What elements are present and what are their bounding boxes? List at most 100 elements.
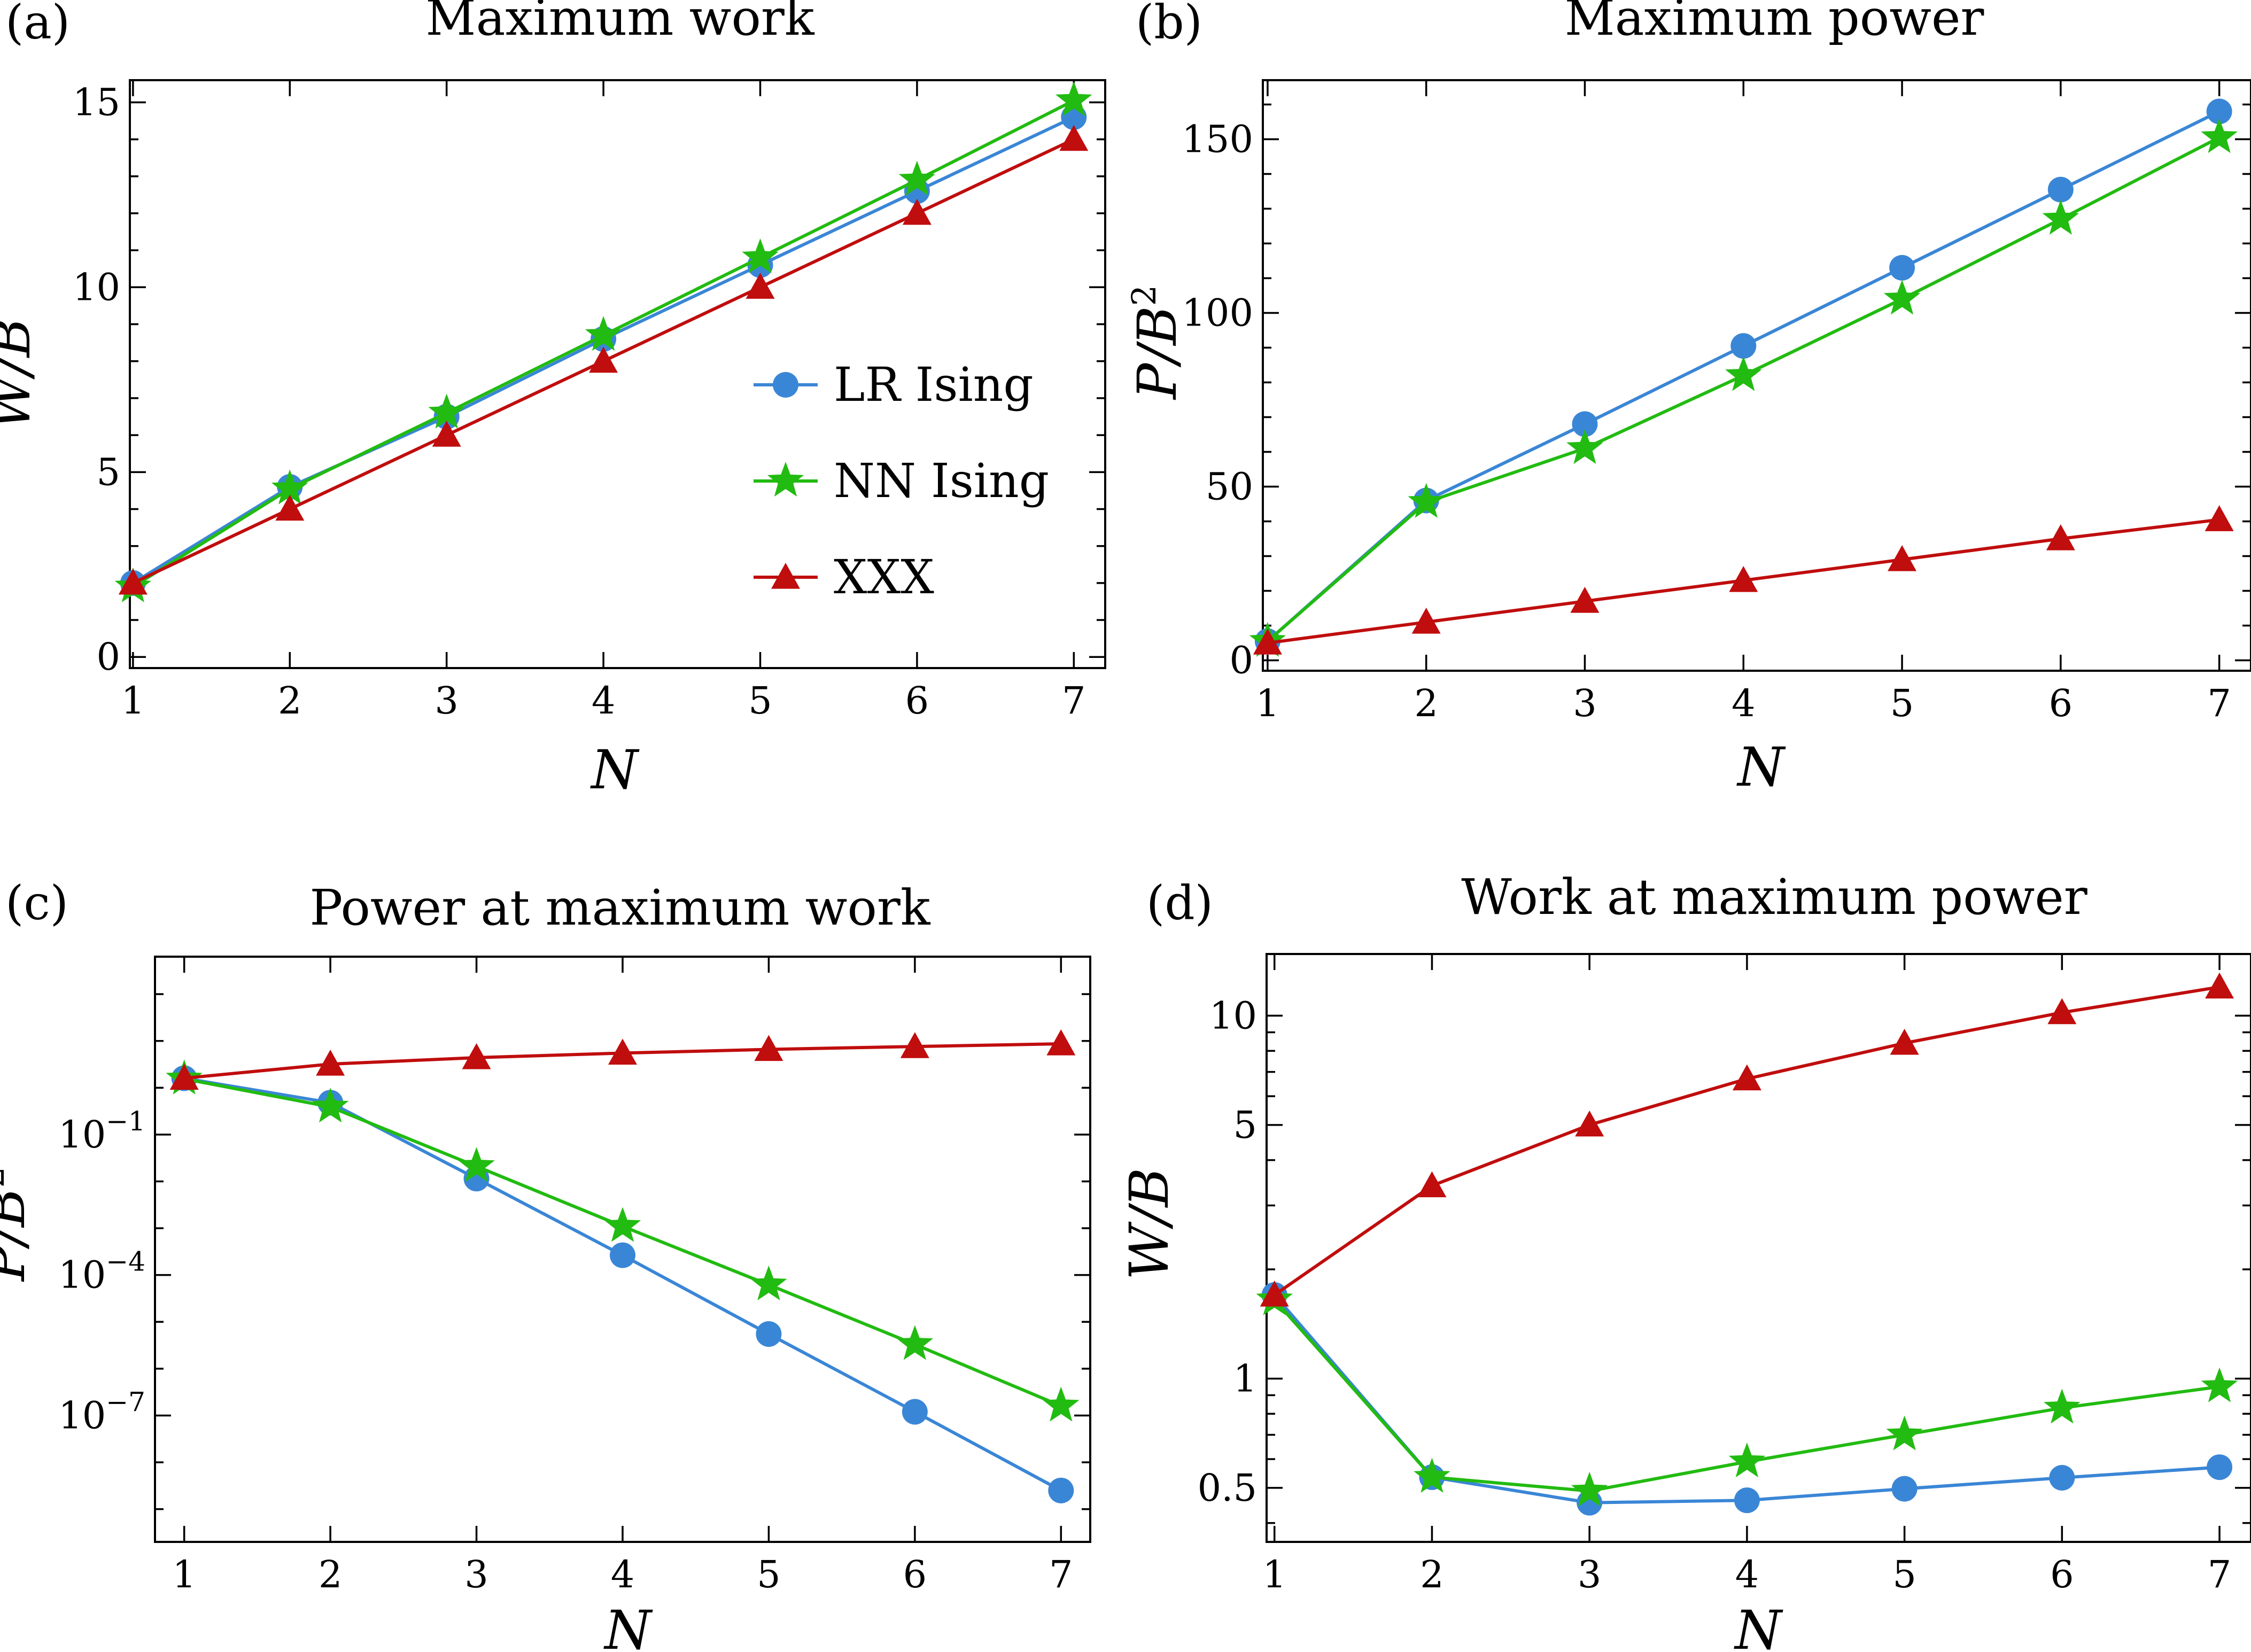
legend-label-xxx: XXX <box>834 549 934 604</box>
data-point-nn <box>896 1325 934 1360</box>
x-axis-label: N <box>1736 736 1786 798</box>
data-point-nn <box>1043 1386 1080 1422</box>
data-point-nn <box>1055 81 1092 117</box>
data-point-xxx <box>754 1035 783 1061</box>
data-point-xxx <box>316 1050 345 1076</box>
y-tick-label: 1 <box>1233 1356 1257 1400</box>
x-tick-label: 2 <box>1420 1553 1444 1596</box>
panel-label: (d) <box>1146 875 1213 930</box>
series-xxx <box>1253 505 2234 655</box>
y-tick-label: 10−4 <box>58 1246 145 1297</box>
x-tick-label: 1 <box>121 679 145 723</box>
data-point-nn <box>585 316 622 351</box>
data-point-nn <box>604 1207 641 1242</box>
data-point-xxx <box>2205 972 2234 999</box>
x-tick-label: 4 <box>592 679 616 723</box>
y-tick-label: 0.5 <box>1198 1466 1257 1510</box>
x-tick-label: 7 <box>2207 681 2231 725</box>
x-tick-label: 4 <box>1735 1553 1759 1596</box>
data-point-xxx <box>118 568 148 595</box>
data-point-xxx <box>1888 545 1917 571</box>
panel-a: Maximum work (a) 1 2 3 4 5 6 7 0 5 10 15 N W/B LR Ising… <box>0 0 1106 801</box>
panel-c: Power at maximum work (c) 1 2 3 4 5 6 7 10−1 10−4 1… <box>0 875 1091 1652</box>
plot-frame <box>1266 953 2251 1543</box>
data-point-nn <box>2201 118 2238 153</box>
panel-b: Maximum power (b) 1 2 3 4 5 6 7 0 50 100 150 N P/B2 <box>1124 0 2251 798</box>
x-tick-label: 3 <box>464 1553 488 1596</box>
x-tick-label: 2 <box>1414 681 1438 725</box>
data-point-lr <box>1572 411 1598 437</box>
x-tick-label: 6 <box>903 1553 927 1596</box>
data-point-xxx <box>1570 587 1600 613</box>
y-axis-label: W/B <box>1118 1168 1181 1280</box>
x-tick-label: 3 <box>434 679 459 723</box>
series-nn <box>166 1059 1080 1422</box>
x-axis-label: N <box>590 739 640 801</box>
x-tick-label: 7 <box>1049 1553 1073 1596</box>
data-point-xxx <box>900 1032 929 1058</box>
data-point-lr <box>1891 1476 1918 1502</box>
series-xxx <box>169 1029 1076 1090</box>
data-point-xxx <box>1411 608 1441 634</box>
x-tick-label: 3 <box>1573 681 1597 725</box>
data-point-xxx <box>462 1043 491 1069</box>
series-xxx <box>118 125 1089 595</box>
data-point-lr <box>1730 333 1757 359</box>
data-point-xxx <box>1253 629 1282 655</box>
x-tick-label: 4 <box>611 1553 635 1596</box>
panel-title: Maximum work <box>425 0 814 46</box>
data-point-xxx <box>1059 125 1089 151</box>
data-point-xxx <box>2205 505 2234 531</box>
data-point-lr <box>2206 98 2232 125</box>
data-point-lr <box>1734 1487 1760 1514</box>
y-axis-label: W/B <box>0 318 42 430</box>
legend-label-nn: NN Ising <box>834 453 1049 508</box>
data-point-nn <box>750 1265 787 1300</box>
data-point-xxx <box>1732 1064 1761 1091</box>
data-point-xxx <box>2046 524 2075 550</box>
x-tick-label: 6 <box>905 679 929 723</box>
y-axis-label: P/B2 <box>0 1167 37 1282</box>
x-tick-label: 6 <box>2049 681 2073 725</box>
series-nn <box>1256 1280 2238 1507</box>
data-point-nn <box>742 238 779 274</box>
data-point-nn <box>898 160 936 196</box>
x-tick-label: 1 <box>172 1553 196 1596</box>
data-point-xxx <box>902 199 932 225</box>
data-point-xxx <box>275 494 305 521</box>
data-point-xxx <box>608 1038 637 1065</box>
y-tick-label: 5 <box>1233 1103 1257 1147</box>
data-point-nn <box>1883 280 1921 315</box>
data-point-lr <box>2047 176 2074 203</box>
x-tick-label: 5 <box>748 679 772 723</box>
panel-d: Work at maximum power(d)1 2 3 4 5 6 70.51510NW… <box>1118 868 2251 1652</box>
series-xxx <box>1260 972 2234 1307</box>
series-line-xxx <box>1273 985 2220 1297</box>
data-point-xxx <box>432 421 461 447</box>
x-tick-label: 1 <box>1256 681 1280 725</box>
data-point-nn <box>458 1147 495 1182</box>
series-line-lr <box>184 1076 1062 1492</box>
data-point-xxx <box>1890 1028 1919 1055</box>
panel-label: (c) <box>5 875 68 930</box>
series-lr <box>1261 1282 2233 1516</box>
y-tick-label: 10−7 <box>58 1386 145 1437</box>
x-tick-label: 3 <box>1578 1553 1602 1596</box>
data-point-nn <box>1571 1471 1608 1507</box>
plot-frame <box>1262 79 2251 672</box>
data-point-xxx <box>746 273 775 299</box>
data-point-nn <box>1414 1457 1450 1493</box>
x-tick-label: 5 <box>1890 681 1914 725</box>
y-tick-label: 15 <box>73 81 120 125</box>
panel-label: (a) <box>5 0 70 50</box>
data-point-nn <box>2044 1389 2081 1424</box>
data-point-xxx <box>169 1064 199 1090</box>
y-tick-label: 0 <box>1229 639 1253 682</box>
data-point-nn <box>312 1088 349 1123</box>
panel-label: (b) <box>1136 0 1202 50</box>
y-tick-label: 10 <box>73 265 120 309</box>
data-point-lr <box>2207 1454 2233 1480</box>
data-point-nn <box>271 469 308 505</box>
legend-label-lr: LR Ising <box>834 357 1034 412</box>
data-point-xxx <box>1046 1029 1076 1056</box>
